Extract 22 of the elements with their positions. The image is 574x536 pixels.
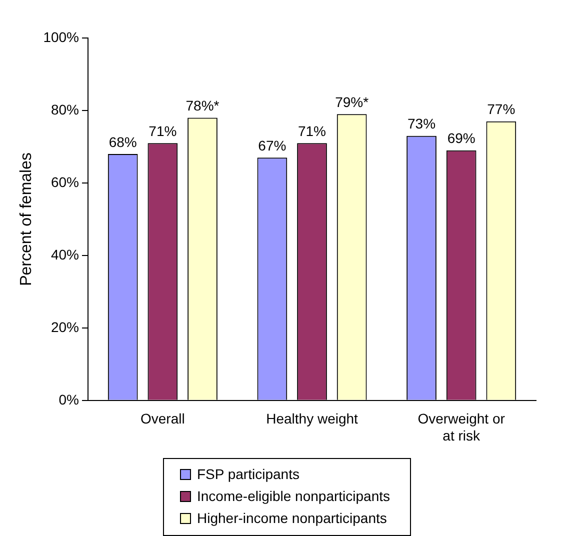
y-tick-label: 60% xyxy=(50,174,80,190)
y-tick-label: 40% xyxy=(50,246,80,262)
y-tick-label: 20% xyxy=(50,318,80,335)
data-label: 77% xyxy=(487,101,516,118)
x-tick-label: Overall xyxy=(140,410,185,427)
y-tick-label: 100% xyxy=(43,28,80,45)
data-label: 71% xyxy=(148,122,177,139)
data-label: 78%* xyxy=(186,98,220,114)
data-label: 68% xyxy=(108,134,137,150)
y-axis-title: Percent of females xyxy=(18,152,36,286)
data-label: 73% xyxy=(407,116,436,132)
data-label: 79%* xyxy=(335,94,370,110)
legend-label: Income-eligible nonparticipants xyxy=(197,488,390,504)
y-tick-label: 0% xyxy=(58,391,80,408)
data-label: 71% xyxy=(298,122,326,139)
y-tick-label: 80% xyxy=(50,101,80,118)
legend-label: FSP participants xyxy=(197,466,300,482)
data-label: 69% xyxy=(447,130,476,146)
legend-label: Higher-income nonparticipants xyxy=(197,510,387,526)
data-label: 67% xyxy=(258,137,286,154)
x-tick-label: Healthy weight xyxy=(266,410,358,427)
x-tick-label: Overweight or at risk xyxy=(418,410,506,444)
